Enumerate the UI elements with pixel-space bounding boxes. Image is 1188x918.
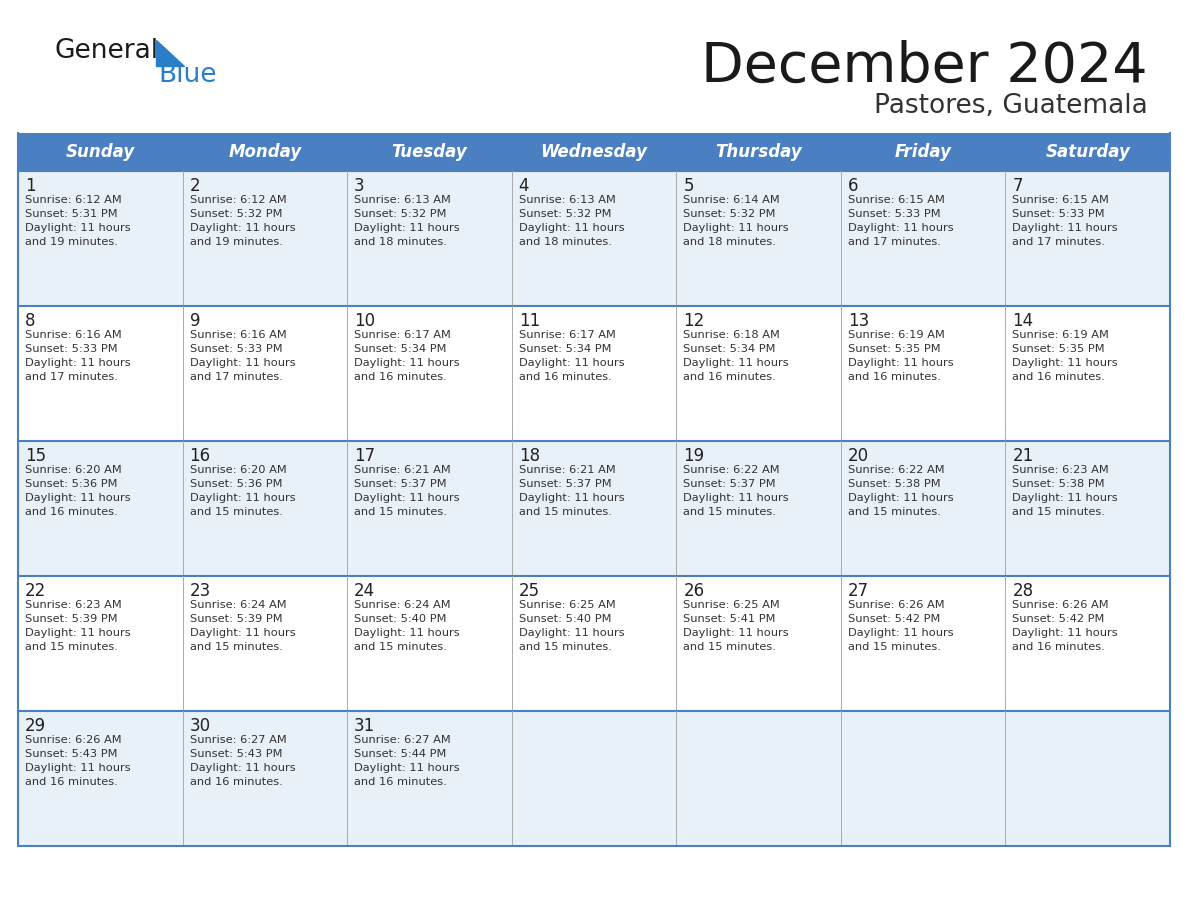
Text: Saturday: Saturday [1045,143,1130,161]
Text: Sunrise: 6:26 AM
Sunset: 5:43 PM
Daylight: 11 hours
and 16 minutes.: Sunrise: 6:26 AM Sunset: 5:43 PM Dayligh… [25,735,131,787]
Text: 4: 4 [519,177,529,195]
Text: Sunrise: 6:17 AM
Sunset: 5:34 PM
Daylight: 11 hours
and 16 minutes.: Sunrise: 6:17 AM Sunset: 5:34 PM Dayligh… [519,330,625,382]
Text: 3: 3 [354,177,365,195]
Text: Sunday: Sunday [65,143,135,161]
Text: Sunrise: 6:25 AM
Sunset: 5:40 PM
Daylight: 11 hours
and 15 minutes.: Sunrise: 6:25 AM Sunset: 5:40 PM Dayligh… [519,600,625,652]
Text: Sunrise: 6:13 AM
Sunset: 5:32 PM
Daylight: 11 hours
and 18 minutes.: Sunrise: 6:13 AM Sunset: 5:32 PM Dayligh… [519,195,625,247]
Text: Sunrise: 6:18 AM
Sunset: 5:34 PM
Daylight: 11 hours
and 16 minutes.: Sunrise: 6:18 AM Sunset: 5:34 PM Dayligh… [683,330,789,382]
Bar [18,171,1170,306]
Text: 28: 28 [1012,582,1034,600]
Text: 31: 31 [354,717,375,735]
Bar [18,441,1170,576]
Text: Sunrise: 6:25 AM
Sunset: 5:41 PM
Daylight: 11 hours
and 15 minutes.: Sunrise: 6:25 AM Sunset: 5:41 PM Dayligh… [683,600,789,652]
Text: Sunrise: 6:22 AM
Sunset: 5:38 PM
Daylight: 11 hours
and 15 minutes.: Sunrise: 6:22 AM Sunset: 5:38 PM Dayligh… [848,465,954,517]
Text: Sunrise: 6:19 AM
Sunset: 5:35 PM
Daylight: 11 hours
and 16 minutes.: Sunrise: 6:19 AM Sunset: 5:35 PM Dayligh… [848,330,954,382]
Text: Sunrise: 6:14 AM
Sunset: 5:32 PM
Daylight: 11 hours
and 18 minutes.: Sunrise: 6:14 AM Sunset: 5:32 PM Dayligh… [683,195,789,247]
Text: Sunrise: 6:16 AM
Sunset: 5:33 PM
Daylight: 11 hours
and 17 minutes.: Sunrise: 6:16 AM Sunset: 5:33 PM Dayligh… [190,330,295,382]
Text: Sunrise: 6:26 AM
Sunset: 5:42 PM
Daylight: 11 hours
and 15 minutes.: Sunrise: 6:26 AM Sunset: 5:42 PM Dayligh… [848,600,954,652]
Text: Sunrise: 6:13 AM
Sunset: 5:32 PM
Daylight: 11 hours
and 18 minutes.: Sunrise: 6:13 AM Sunset: 5:32 PM Dayligh… [354,195,460,247]
Text: 25: 25 [519,582,539,600]
Text: 5: 5 [683,177,694,195]
Text: Sunrise: 6:19 AM
Sunset: 5:35 PM
Daylight: 11 hours
and 16 minutes.: Sunrise: 6:19 AM Sunset: 5:35 PM Dayligh… [1012,330,1118,382]
Text: Sunrise: 6:22 AM
Sunset: 5:37 PM
Daylight: 11 hours
and 15 minutes.: Sunrise: 6:22 AM Sunset: 5:37 PM Dayligh… [683,465,789,517]
Text: Sunrise: 6:20 AM
Sunset: 5:36 PM
Daylight: 11 hours
and 16 minutes.: Sunrise: 6:20 AM Sunset: 5:36 PM Dayligh… [25,465,131,517]
Text: Blue: Blue [158,62,216,88]
Text: Sunrise: 6:12 AM
Sunset: 5:31 PM
Daylight: 11 hours
and 19 minutes.: Sunrise: 6:12 AM Sunset: 5:31 PM Dayligh… [25,195,131,247]
Text: Sunrise: 6:24 AM
Sunset: 5:40 PM
Daylight: 11 hours
and 15 minutes.: Sunrise: 6:24 AM Sunset: 5:40 PM Dayligh… [354,600,460,652]
Text: 8: 8 [25,312,36,330]
Bar [18,711,1170,846]
Text: Monday: Monday [228,143,302,161]
Text: Sunrise: 6:16 AM
Sunset: 5:33 PM
Daylight: 11 hours
and 17 minutes.: Sunrise: 6:16 AM Sunset: 5:33 PM Dayligh… [25,330,131,382]
Text: 7: 7 [1012,177,1023,195]
Text: 23: 23 [190,582,210,600]
Text: Sunrise: 6:21 AM
Sunset: 5:37 PM
Daylight: 11 hours
and 15 minutes.: Sunrise: 6:21 AM Sunset: 5:37 PM Dayligh… [354,465,460,517]
Text: 22: 22 [25,582,46,600]
Text: 13: 13 [848,312,870,330]
Text: Thursday: Thursday [715,143,802,161]
Text: Sunrise: 6:27 AM
Sunset: 5:43 PM
Daylight: 11 hours
and 16 minutes.: Sunrise: 6:27 AM Sunset: 5:43 PM Dayligh… [190,735,295,787]
Text: 20: 20 [848,447,868,465]
Text: 21: 21 [1012,447,1034,465]
Text: 26: 26 [683,582,704,600]
Text: 19: 19 [683,447,704,465]
Bar [18,133,1170,171]
Text: 30: 30 [190,717,210,735]
Text: Wednesday: Wednesday [541,143,647,161]
Text: Pastores, Guatemala: Pastores, Guatemala [874,93,1148,119]
Text: 17: 17 [354,447,375,465]
Text: Sunrise: 6:27 AM
Sunset: 5:44 PM
Daylight: 11 hours
and 16 minutes.: Sunrise: 6:27 AM Sunset: 5:44 PM Dayligh… [354,735,460,787]
Text: 10: 10 [354,312,375,330]
Text: 16: 16 [190,447,210,465]
Text: 24: 24 [354,582,375,600]
Text: General: General [55,38,159,64]
Text: Sunrise: 6:23 AM
Sunset: 5:38 PM
Daylight: 11 hours
and 15 minutes.: Sunrise: 6:23 AM Sunset: 5:38 PM Dayligh… [1012,465,1118,517]
Text: 29: 29 [25,717,46,735]
Text: Sunrise: 6:12 AM
Sunset: 5:32 PM
Daylight: 11 hours
and 19 minutes.: Sunrise: 6:12 AM Sunset: 5:32 PM Dayligh… [190,195,295,247]
Text: 6: 6 [848,177,859,195]
Text: Sunrise: 6:17 AM
Sunset: 5:34 PM
Daylight: 11 hours
and 16 minutes.: Sunrise: 6:17 AM Sunset: 5:34 PM Dayligh… [354,330,460,382]
Polygon shape [156,40,184,66]
Text: December 2024: December 2024 [701,40,1148,94]
Text: 9: 9 [190,312,200,330]
Text: Sunrise: 6:23 AM
Sunset: 5:39 PM
Daylight: 11 hours
and 15 minutes.: Sunrise: 6:23 AM Sunset: 5:39 PM Dayligh… [25,600,131,652]
Text: 18: 18 [519,447,539,465]
Text: Sunrise: 6:21 AM
Sunset: 5:37 PM
Daylight: 11 hours
and 15 minutes.: Sunrise: 6:21 AM Sunset: 5:37 PM Dayligh… [519,465,625,517]
Text: 14: 14 [1012,312,1034,330]
Text: 15: 15 [25,447,46,465]
Text: 27: 27 [848,582,868,600]
Text: Sunrise: 6:15 AM
Sunset: 5:33 PM
Daylight: 11 hours
and 17 minutes.: Sunrise: 6:15 AM Sunset: 5:33 PM Dayligh… [848,195,954,247]
Text: Friday: Friday [895,143,952,161]
Text: Sunrise: 6:20 AM
Sunset: 5:36 PM
Daylight: 11 hours
and 15 minutes.: Sunrise: 6:20 AM Sunset: 5:36 PM Dayligh… [190,465,295,517]
Text: Sunrise: 6:26 AM
Sunset: 5:42 PM
Daylight: 11 hours
and 16 minutes.: Sunrise: 6:26 AM Sunset: 5:42 PM Dayligh… [1012,600,1118,652]
Text: Sunrise: 6:24 AM
Sunset: 5:39 PM
Daylight: 11 hours
and 15 minutes.: Sunrise: 6:24 AM Sunset: 5:39 PM Dayligh… [190,600,295,652]
Text: 12: 12 [683,312,704,330]
Text: Tuesday: Tuesday [392,143,467,161]
Text: 11: 11 [519,312,541,330]
Text: 1: 1 [25,177,36,195]
Bar [18,576,1170,711]
Text: 2: 2 [190,177,201,195]
Text: Sunrise: 6:15 AM
Sunset: 5:33 PM
Daylight: 11 hours
and 17 minutes.: Sunrise: 6:15 AM Sunset: 5:33 PM Dayligh… [1012,195,1118,247]
Bar [18,306,1170,441]
